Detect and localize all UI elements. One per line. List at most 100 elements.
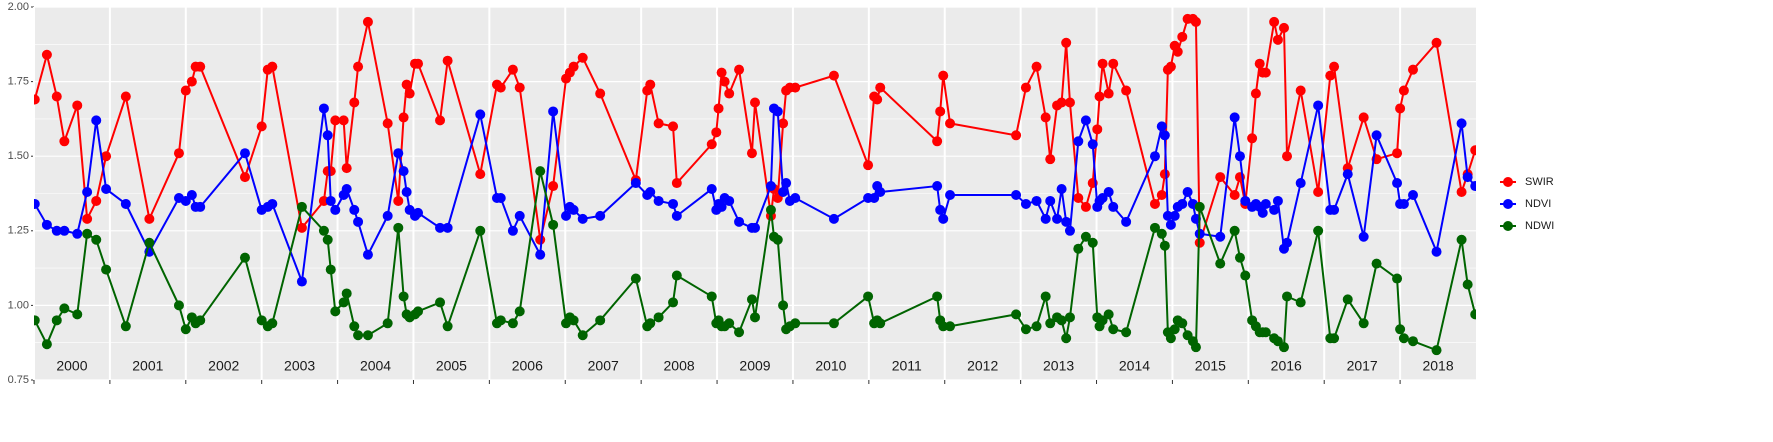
data-point (724, 318, 735, 329)
data-point (932, 291, 943, 302)
data-point (1392, 148, 1403, 159)
data-point (1431, 246, 1442, 257)
data-point (1165, 333, 1176, 344)
data-point (938, 70, 949, 81)
data-point (59, 136, 70, 147)
data-point (442, 321, 453, 332)
data-point (1011, 309, 1022, 320)
data-point (1257, 207, 1268, 218)
data-point (398, 112, 409, 123)
data-point (828, 213, 839, 224)
data-point (1108, 58, 1119, 69)
data-point (750, 312, 760, 323)
data-point (772, 234, 783, 245)
data-point (945, 321, 956, 332)
data-point (1108, 201, 1119, 212)
data-point (330, 115, 341, 126)
data-point (341, 184, 352, 195)
data-point (239, 172, 250, 183)
data-point (34, 94, 40, 105)
data-point (338, 297, 349, 308)
data-point (863, 291, 874, 302)
x-tick-label: 2001 (132, 358, 163, 374)
data-point (1045, 318, 1056, 329)
data-point (435, 115, 446, 126)
data-point (382, 210, 393, 221)
data-point (1190, 16, 1201, 27)
data-point (1269, 16, 1280, 27)
data-point (1149, 151, 1160, 162)
x-tick-label: 2018 (1422, 358, 1453, 374)
data-point (296, 222, 307, 233)
data-point (120, 198, 131, 209)
data-point (82, 228, 93, 239)
data-point (318, 103, 329, 114)
data-point (1272, 195, 1283, 206)
data-point (746, 148, 757, 159)
data-point (195, 201, 206, 212)
data-point (267, 318, 278, 329)
data-point (144, 237, 155, 248)
data-point (413, 306, 424, 317)
data-point (173, 148, 184, 159)
data-point (938, 213, 949, 224)
data-point (781, 178, 792, 189)
data-point (1056, 97, 1067, 108)
data-point (72, 309, 83, 320)
data-point (1011, 189, 1022, 200)
data-point (595, 210, 606, 221)
data-point (716, 67, 727, 78)
x-tick-label: 2009 (739, 358, 770, 374)
data-point (1156, 121, 1167, 132)
data-point (1103, 309, 1114, 320)
data-point (1011, 130, 1022, 141)
plot-layer (34, 13, 1476, 356)
data-point (1278, 342, 1289, 353)
data-point (1182, 187, 1193, 198)
data-point (1408, 336, 1419, 347)
data-point (1094, 91, 1105, 102)
data-point (872, 94, 883, 105)
data-point (778, 300, 789, 311)
data-point (1177, 198, 1188, 209)
data-point (790, 192, 801, 203)
data-point (72, 228, 83, 239)
data-point (668, 198, 679, 209)
data-point (442, 222, 453, 233)
data-point (349, 321, 360, 332)
data-point (1470, 145, 1476, 156)
data-point (932, 136, 943, 147)
data-point (1272, 34, 1283, 45)
data-point (706, 184, 717, 195)
data-point (353, 216, 364, 227)
data-point (475, 169, 486, 180)
data-point (1031, 195, 1042, 206)
data-point (1061, 37, 1072, 48)
data-point (1020, 324, 1031, 335)
data-point (180, 324, 191, 335)
data-point (1108, 324, 1119, 335)
data-point (507, 64, 518, 75)
y-tick-label: 1.00 (8, 299, 29, 311)
data-point (1045, 195, 1056, 206)
data-point (1234, 252, 1245, 263)
data-point (1087, 139, 1098, 150)
data-point (82, 213, 93, 224)
data-point (1169, 324, 1180, 335)
data-point (1282, 237, 1293, 248)
data-point (668, 297, 679, 308)
y-tick-label: 1.50 (8, 150, 29, 162)
data-point (101, 151, 112, 162)
data-point (1215, 172, 1226, 183)
data-point (1260, 198, 1271, 209)
data-point (1295, 178, 1306, 189)
data-point (1329, 204, 1340, 215)
data-point (645, 79, 656, 90)
data-point (1040, 291, 1051, 302)
data-point (716, 201, 727, 212)
data-point (1149, 222, 1160, 233)
data-point (338, 115, 349, 126)
data-point (1052, 213, 1063, 224)
data-point (1172, 46, 1183, 57)
data-point (34, 198, 40, 209)
